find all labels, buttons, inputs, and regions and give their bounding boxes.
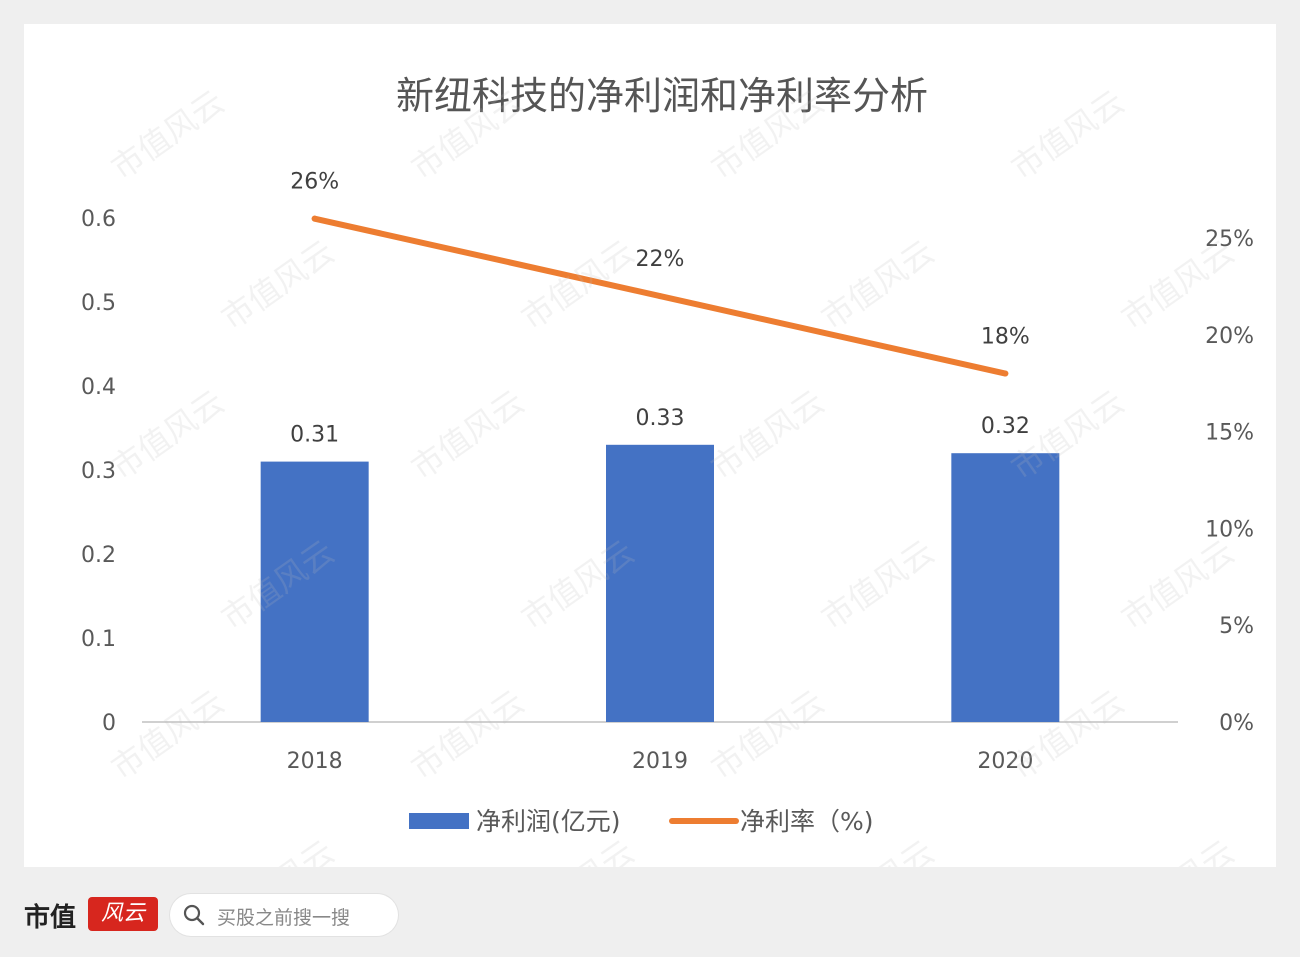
watermark-text: 市值风云 [214,233,341,338]
watermark-text: 市值风云 [404,683,531,788]
watermark-text: 市值风云 [104,683,231,788]
y-right-tick-label: 10% [1205,517,1254,542]
chart-frame: 新纽科技的净利润和净利率分析 0 0.1 0.2 0.3 0.4 0.5 0.6 0% 5% 10%… [24,24,1276,867]
watermark-text: 市值风云 [814,533,941,638]
bar [951,453,1060,722]
y-right-tick-label: 20% [1205,324,1254,349]
legend-label-bars: 净利润(亿元) [476,807,621,836]
watermark-text: 市值风云 [814,833,941,867]
watermark-text: 市值风云 [104,383,231,488]
y-left-tick-label: 0.5 [81,291,116,316]
search-icon [182,903,206,931]
line-point [657,293,663,300]
watermark-text: 市值风云 [514,833,641,867]
line-data-label: 26% [290,170,339,195]
line-point [311,215,318,222]
watermark-text: 市值风云 [1114,833,1241,867]
y-left-tick-label: 0.3 [81,459,116,484]
x-tick-label: 2019 [632,749,688,774]
watermark-text: 市值风云 [704,683,831,788]
brand-logo-mark: 风云 [88,897,158,931]
watermark-text: 市值风云 [1114,233,1241,338]
y-left-tick-label: 0 [102,711,116,736]
brand-logo-text: 市值 [24,903,77,933]
y-left-tick-label: 0.4 [81,375,116,400]
line-point [1002,370,1009,377]
watermark-text: 市值风云 [404,383,531,488]
x-tick-label: 2018 [287,749,343,774]
y-right-tick-label: 5% [1219,614,1254,639]
bar-data-label: 0.32 [981,414,1030,439]
search-placeholder: 买股之前搜一搜 [217,907,351,929]
y-right-tick-label: 0% [1219,711,1254,736]
y-left-tick-label: 0.2 [81,543,116,568]
line-data-label: 18% [981,325,1030,350]
bar-data-label: 0.33 [636,406,685,431]
watermark-text: 市值风云 [104,83,231,188]
watermark-text: 市值风云 [214,833,341,867]
footer: 市值 风云 买股之前搜一搜 [0,867,1300,957]
search-box[interactable]: 买股之前搜一搜 [170,894,398,936]
watermark-text: 市值风云 [814,233,941,338]
x-tick-label: 2020 [977,749,1033,774]
bar [606,444,714,722]
chart: 新纽科技的净利润和净利率分析 0 0.1 0.2 0.3 0.4 0.5 0.6 0% 5% 10%… [81,74,1254,867]
legend-label-line: 净利率（%) [740,807,874,836]
watermark-text: 市值风云 [704,383,831,488]
y-right-tick-label: 15% [1205,421,1254,446]
y-right-tick-label: 25% [1205,227,1254,252]
line-data-label: 22% [636,247,685,272]
legend-swatch-bars [409,813,469,829]
bar-data-label: 0.31 [290,423,339,448]
y-left-tick-label: 0.1 [81,627,116,652]
y-left-tick-label: 0.6 [81,207,116,232]
chart-title: 新纽科技的净利润和净利率分析 [396,74,928,118]
watermark-text: 市值风云 [1004,83,1131,188]
bar [260,461,369,722]
